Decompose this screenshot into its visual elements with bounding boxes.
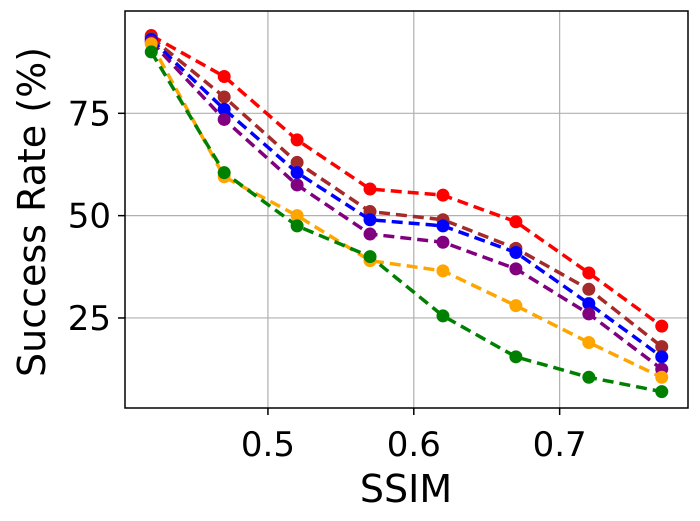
data-point: [509, 350, 523, 364]
x-tick-label: 0.6: [387, 425, 441, 465]
data-point: [509, 245, 523, 259]
series: [144, 29, 669, 333]
data-point: [582, 370, 596, 384]
data-point: [436, 235, 450, 249]
data-point: [290, 155, 304, 169]
x-tick-label: 0.5: [241, 425, 295, 465]
data-point: [509, 262, 523, 276]
data-point: [582, 266, 596, 280]
data-point: [582, 282, 596, 296]
data-point: [217, 166, 231, 180]
data-point: [582, 307, 596, 321]
data-point: [363, 250, 377, 264]
series-line: [149, 51, 663, 394]
data-point: [436, 309, 450, 323]
data-point: [509, 299, 523, 313]
data-point: [217, 90, 231, 104]
y-tick-label: 75: [68, 94, 111, 134]
data-point: [290, 178, 304, 192]
data-point: [655, 319, 669, 333]
data-point: [290, 219, 304, 233]
data-point: [217, 102, 231, 116]
data-point: [217, 69, 231, 83]
series-line: [150, 34, 663, 328]
x-axis-label: SSIM: [360, 467, 452, 511]
data-point: [363, 182, 377, 196]
grid-lines: [125, 11, 688, 408]
series: [144, 45, 669, 399]
data-point: [582, 336, 596, 350]
data-point: [290, 209, 304, 223]
data-point: [509, 215, 523, 229]
data-point: [436, 219, 450, 233]
y-tick-label: 50: [68, 197, 111, 237]
data-point: [363, 227, 377, 241]
data-point: [144, 45, 158, 59]
data-point: [582, 297, 596, 311]
data-point: [655, 350, 669, 364]
series: [144, 35, 669, 376]
y-axis-label: Success Rate (%): [10, 47, 54, 377]
data-point: [363, 213, 377, 227]
data-point: [655, 340, 669, 354]
data-point: [290, 166, 304, 180]
y-tick-label: 25: [68, 299, 111, 339]
series-line: [149, 40, 663, 371]
plot-frame: [124, 10, 689, 409]
x-tick-label: 0.7: [533, 425, 587, 465]
data-point: [436, 264, 450, 278]
data-point: [655, 385, 669, 399]
data-point: [655, 370, 669, 384]
data-point: [436, 188, 450, 202]
data-point: [217, 112, 231, 126]
axis-ticks: 0.5 0.6 0.7 25 50 75: [68, 94, 587, 465]
series: [144, 37, 669, 384]
data-point: [290, 133, 304, 147]
series: [144, 33, 669, 364]
series-group: [144, 29, 669, 399]
series-line: [150, 36, 663, 348]
